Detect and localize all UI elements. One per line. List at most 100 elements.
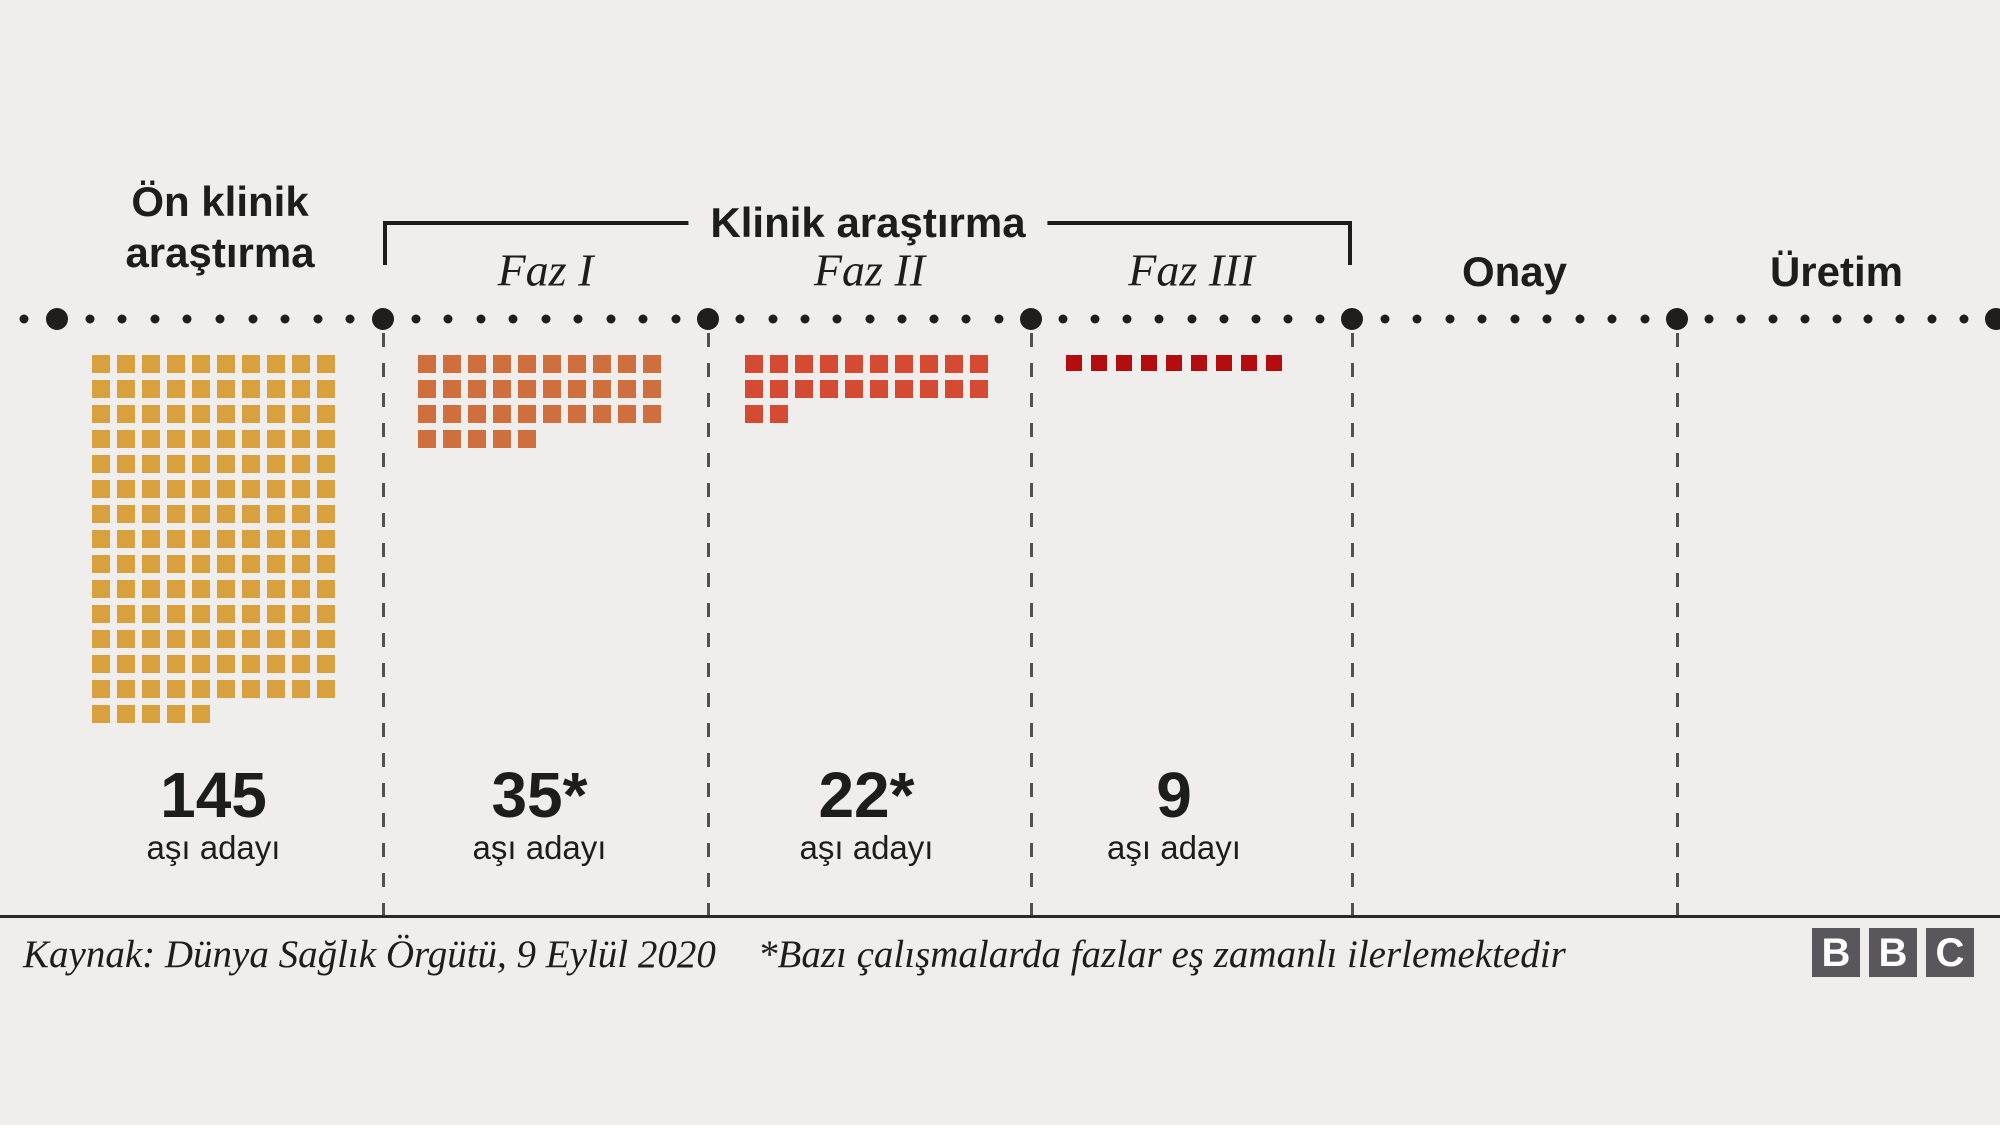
unit-square: [217, 555, 235, 573]
unit-square: [820, 380, 838, 398]
timeline-dot: [1640, 314, 1649, 324]
unit-square: [192, 505, 210, 523]
unit-square: [117, 655, 135, 673]
timeline-dot: [994, 314, 1004, 324]
unit-square: [292, 505, 310, 523]
footnote-text: *Bazı çalışmalarda fazlar eş zamanlı ile…: [758, 933, 1566, 976]
unit-square: [142, 455, 160, 473]
stage-count-value: 35*: [491, 759, 588, 831]
stage-count-value: 145: [160, 759, 267, 831]
unit-square: [493, 430, 511, 448]
timeline-dot: [897, 314, 907, 324]
bbc-logo-letter: C: [1935, 930, 1965, 975]
unit-square: [418, 380, 436, 398]
waffle-grid-faz-2: [745, 355, 988, 423]
unit-square: [242, 380, 260, 398]
unit-square: [267, 405, 285, 423]
timeline-dot: [1477, 314, 1487, 324]
unit-square: [117, 355, 135, 373]
unit-square: [317, 580, 335, 598]
unit-square: [292, 430, 310, 448]
bracket-tick-left: [383, 225, 387, 265]
unit-square: [267, 430, 285, 448]
unit-square: [795, 380, 813, 398]
unit-square: [117, 555, 135, 573]
unit-square: [568, 380, 586, 398]
unit-square: [317, 630, 335, 648]
unit-square: [167, 380, 185, 398]
unit-square: [317, 605, 335, 623]
stage-count-on-klinik-arastirma: 145 aşı adayı: [147, 762, 281, 868]
unit-square: [217, 480, 235, 498]
unit-square: [618, 380, 636, 398]
timeline-milestone-dot: [1985, 308, 2000, 330]
stage-label-uretim: Üretim: [1769, 248, 1904, 295]
unit-square: [242, 630, 260, 648]
timeline-dot: [606, 314, 615, 324]
unit-square: [192, 630, 210, 648]
unit-square: [117, 380, 135, 398]
unit-square: [92, 505, 110, 523]
unit-square: [142, 705, 160, 723]
unit-square: [217, 630, 235, 648]
unit-square: [745, 405, 763, 423]
unit-square: [292, 455, 310, 473]
unit-square: [618, 355, 636, 373]
timeline-dot: [768, 314, 778, 324]
timeline-dot: [150, 314, 160, 324]
unit-square: [217, 680, 235, 698]
timeline-milestone-dot: [372, 308, 394, 330]
timeline-milestone-dot: [46, 308, 68, 330]
unit-square: [643, 405, 661, 423]
timeline-dot: [1768, 314, 1778, 324]
timeline-dot: [1187, 314, 1196, 324]
unit-square: [142, 530, 160, 548]
timeline-dot: [19, 314, 29, 324]
unit-square: [92, 680, 110, 698]
unit-square: [518, 430, 536, 448]
timeline-dot: [1122, 314, 1132, 324]
unit-square: [192, 655, 210, 673]
unit-square: [217, 655, 235, 673]
unit-square: [117, 605, 135, 623]
unit-square: [242, 655, 260, 673]
timeline-dot: [1283, 314, 1293, 324]
timeline-dot: [443, 314, 453, 324]
unit-square: [117, 505, 135, 523]
unit-square: [292, 480, 310, 498]
unit-square: [92, 655, 110, 673]
unit-square: [267, 380, 285, 398]
timeline-dot: [638, 314, 648, 324]
unit-square: [292, 355, 310, 373]
timeline-dot: [411, 314, 420, 324]
unit-square: [92, 380, 110, 398]
unit-square: [192, 430, 210, 448]
timeline-dot: [735, 314, 745, 324]
unit-square: [795, 355, 813, 373]
unit-square: [518, 405, 536, 423]
stage-label-faz-1: Faz I: [497, 244, 594, 296]
timeline-dot: [1800, 314, 1810, 324]
stage-label-preclinical: Ön klinik araştırma: [125, 176, 314, 278]
unit-square: [1141, 355, 1157, 371]
unit-square: [317, 555, 335, 573]
unit-square: [142, 580, 160, 598]
unit-square: [418, 430, 436, 448]
unit-square: [443, 380, 461, 398]
unit-square: [1116, 355, 1132, 371]
unit-square: [267, 555, 285, 573]
unit-square: [142, 605, 160, 623]
timeline-dot: [800, 314, 810, 324]
bbc-logo-block: B: [1812, 928, 1860, 977]
unit-square: [543, 355, 561, 373]
unit-square: [317, 480, 335, 498]
unit-square: [242, 555, 260, 573]
timeline-dot: [573, 314, 583, 324]
stage-label-faz-2: Faz II: [813, 244, 926, 296]
stage-divider-dashed-line: [706, 333, 710, 916]
unit-square: [167, 680, 185, 698]
unit-square: [92, 705, 110, 723]
clinical-research-bracket-label: Klinik araştırma: [688, 199, 1048, 247]
